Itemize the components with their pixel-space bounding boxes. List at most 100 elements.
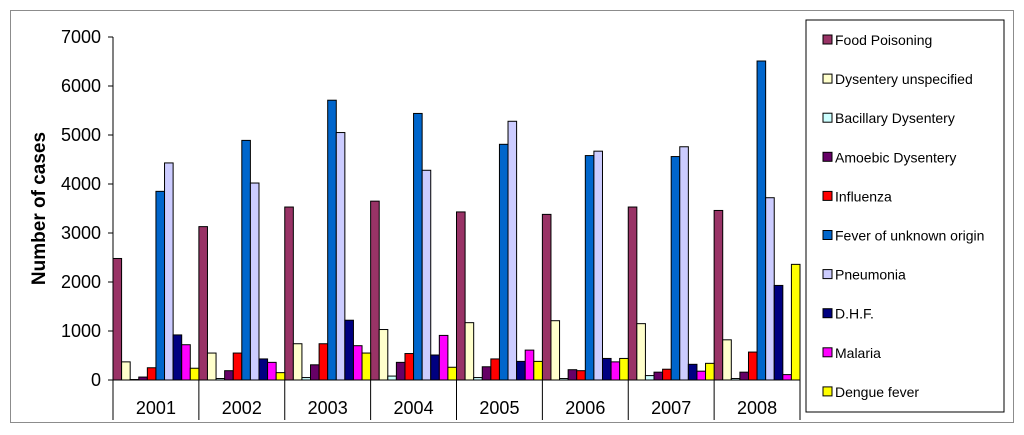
- bar: [284, 206, 294, 381]
- x-tick-label: 2004: [394, 398, 434, 418]
- legend-swatch: [822, 386, 833, 397]
- y-axis-label: Number of cases: [29, 132, 50, 285]
- bar: [567, 369, 578, 381]
- bar: [318, 343, 329, 381]
- bar: [653, 371, 664, 381]
- x-tick-label: 2008: [737, 398, 777, 418]
- y-tick-label: 0: [91, 370, 101, 390]
- y-tick-label: 3000: [61, 223, 101, 243]
- legend-swatch: [822, 73, 833, 84]
- bar: [644, 375, 655, 381]
- bar: [121, 361, 131, 381]
- bar: [292, 343, 303, 381]
- legend-swatch: [822, 230, 833, 240]
- legend-swatch: [822, 347, 833, 358]
- bar: [361, 352, 372, 381]
- bar: [181, 344, 191, 381]
- bar: [773, 284, 784, 381]
- bar: [722, 339, 732, 381]
- bar: [713, 209, 724, 381]
- bar: [146, 367, 157, 381]
- bar: [112, 257, 123, 381]
- bar: [224, 370, 234, 381]
- bar: [696, 370, 707, 381]
- bar: [352, 345, 363, 381]
- bar: [601, 357, 612, 381]
- bar: [507, 120, 518, 381]
- legend-swatch: [822, 269, 833, 280]
- bar: [370, 200, 380, 381]
- bar: [524, 349, 535, 381]
- bar: [456, 211, 466, 381]
- bar: [739, 371, 749, 381]
- legend-label: Bacillary Dysentery: [835, 110, 955, 126]
- bar: [421, 169, 432, 381]
- bar: [241, 139, 251, 381]
- legend-swatch: [822, 151, 833, 162]
- legend-swatch: [822, 34, 833, 45]
- bar: [576, 370, 586, 381]
- bar: [498, 143, 509, 381]
- bar: [481, 366, 492, 381]
- x-tick-label: 2002: [222, 398, 262, 418]
- bar: [344, 319, 354, 381]
- bar: [395, 361, 406, 381]
- plot-area: 0 1000 2000 3000 4000 5000 6000 7000 2001 2002 200…: [61, 27, 801, 420]
- bar: [275, 372, 286, 381]
- bar: [550, 320, 561, 381]
- bar: [705, 362, 715, 381]
- x-tick-label: 2003: [308, 398, 348, 418]
- legend-label: Influenza: [835, 188, 892, 204]
- x-tick-label: 2007: [651, 398, 691, 418]
- bar: [438, 334, 449, 381]
- legend-label: Dysentery unspecified: [835, 71, 973, 87]
- bar: [464, 322, 475, 381]
- bar: [335, 132, 346, 381]
- bar: [636, 323, 646, 381]
- y-tick-label: 1000: [61, 321, 101, 341]
- bar: [206, 352, 217, 381]
- bar: [387, 375, 397, 381]
- bar: [232, 352, 243, 381]
- chart-frame: [10, 10, 1014, 423]
- bar: [670, 156, 681, 381]
- y-tick-label: 6000: [61, 76, 101, 96]
- bar: [782, 374, 792, 381]
- bar: [155, 190, 166, 381]
- legend-label: Fever of unknown origin: [835, 228, 984, 244]
- bar: [267, 361, 277, 381]
- legend-swatch: [822, 308, 833, 319]
- bar: [756, 60, 767, 381]
- bar: [327, 99, 337, 381]
- bar: [189, 367, 200, 381]
- y-tick-label: 7000: [61, 27, 101, 47]
- bar: [516, 360, 526, 381]
- legend-label: Malaria: [835, 345, 881, 361]
- y-tick-label: 2000: [61, 272, 101, 292]
- bar: [378, 329, 389, 381]
- legend-label: Pneumonia: [835, 267, 906, 283]
- bar: [447, 366, 458, 381]
- legend-label: Food Poisoning: [835, 32, 932, 48]
- legend-swatch: [822, 112, 833, 123]
- bar: [533, 360, 543, 381]
- bar: [687, 363, 698, 381]
- bar: [584, 155, 595, 381]
- bar: [172, 334, 183, 381]
- x-tick-label: 2005: [479, 398, 519, 418]
- bar: [490, 358, 500, 381]
- x-tick-label: 2006: [565, 398, 605, 418]
- bar: [541, 213, 552, 381]
- bar: [310, 364, 320, 381]
- bar: [258, 358, 269, 381]
- bar: [404, 353, 415, 381]
- x-tick-label: 2001: [136, 398, 176, 418]
- legend-box: [805, 19, 1005, 413]
- bar: [662, 368, 672, 381]
- bar: [610, 361, 621, 381]
- legend: Food Poisoning Dysentery unspecified Bacil…: [805, 19, 1005, 413]
- bar: [249, 182, 260, 381]
- bar: [198, 226, 208, 381]
- y-tick-label: 5000: [61, 125, 101, 145]
- legend-label: D.H.F.: [835, 306, 874, 322]
